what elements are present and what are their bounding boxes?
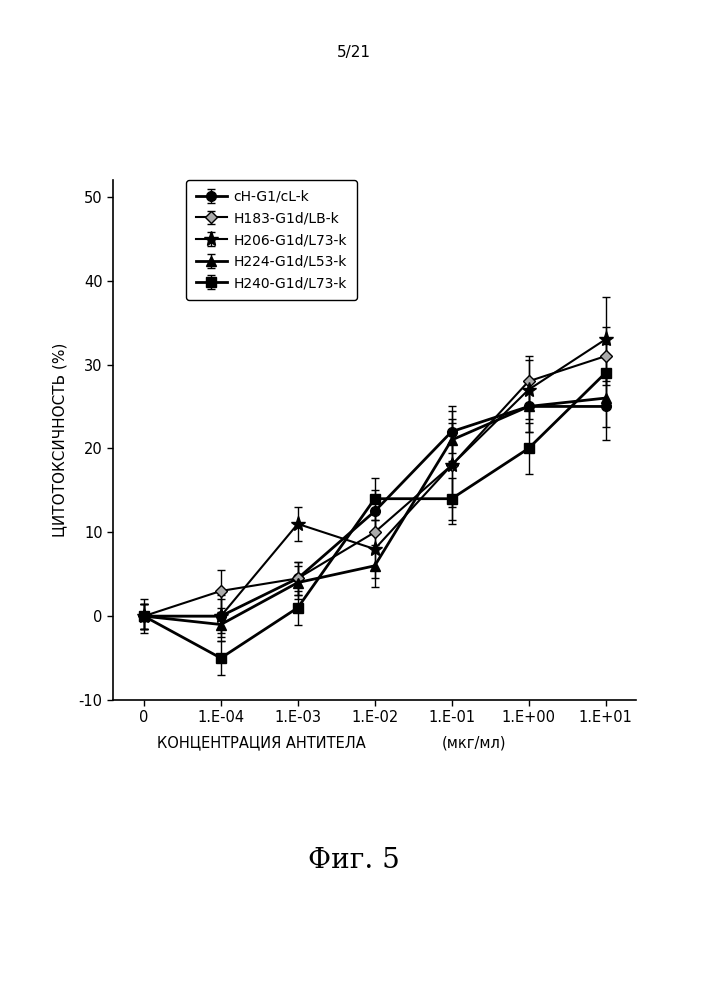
Text: КОНЦЕНТРАЦИЯ АНТИТЕЛА: КОНЦЕНТРАЦИЯ АНТИТЕЛА bbox=[157, 735, 366, 750]
Text: 5/21: 5/21 bbox=[337, 45, 370, 60]
Y-axis label: ЦИТОТОКСИЧНОСТЬ (%): ЦИТОТОКСИЧНОСТЬ (%) bbox=[52, 343, 68, 537]
Text: Фиг. 5: Фиг. 5 bbox=[308, 846, 399, 874]
Text: (мкг/мл): (мкг/мл) bbox=[441, 735, 506, 750]
Legend: cH-G1/cL-k, H183-G1d/LB-k, H206-G1d/L73-k, H224-G1d/L53-k, H240-G1d/L73-k: cH-G1/cL-k, H183-G1d/LB-k, H206-G1d/L73-… bbox=[187, 180, 357, 300]
